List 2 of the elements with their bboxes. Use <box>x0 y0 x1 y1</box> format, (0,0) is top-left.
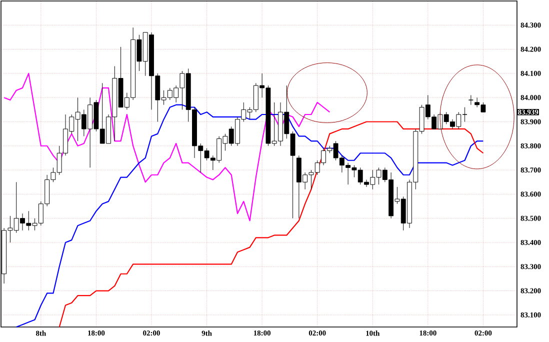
line-series <box>4 72 330 222</box>
candlestick <box>468 94 474 106</box>
